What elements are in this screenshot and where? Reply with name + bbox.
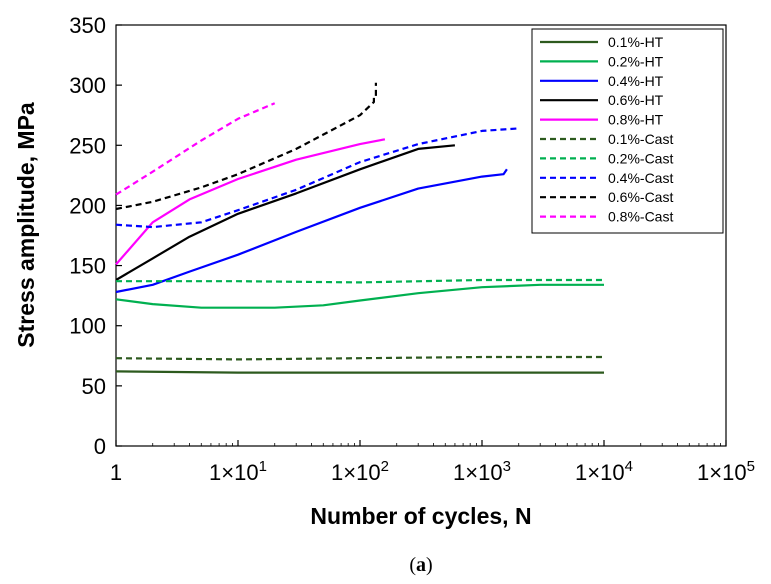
legend-label: 0.8%-Cast xyxy=(608,209,673,225)
caption-close: ) xyxy=(426,554,433,576)
y-tick-label: 200 xyxy=(69,193,106,218)
x-tick-exponent: 5 xyxy=(747,458,755,475)
x-tick-exponent: 3 xyxy=(503,458,511,475)
legend-label: 0.1%-HT xyxy=(608,34,664,50)
legend-box xyxy=(531,28,724,234)
series-line-0-6-cast xyxy=(115,82,377,211)
legend-label: 0.4%-HT xyxy=(608,73,664,89)
caption-open: ( xyxy=(409,554,416,576)
x-tick-exponent: 1 xyxy=(259,458,267,475)
series-line-0-1-ht xyxy=(115,370,604,374)
x-tick-label: 1×101 xyxy=(209,458,267,485)
series-line-0-4-ht xyxy=(115,168,508,294)
y-tick-label: 350 xyxy=(69,13,106,38)
x-tick-label: 1×103 xyxy=(453,458,511,485)
y-axis-ticks: 0 50 100 150 200 250 300 350 xyxy=(69,13,122,459)
caption-letter: a xyxy=(416,554,426,576)
y-tick-label: 0 xyxy=(94,434,106,459)
series-line-0-4-cast xyxy=(115,127,519,229)
plot-frame xyxy=(115,24,727,447)
plot-area xyxy=(115,24,727,447)
series-line-0-8-cast xyxy=(115,102,276,196)
legend-label: 0.2%-HT xyxy=(608,53,664,69)
y-axis-title: Stress amplitude, MPa xyxy=(13,102,39,348)
x-tick-label: 1 xyxy=(110,460,122,485)
legend: 0.1%-HT 0.2%-HT 0.4%-HT 0.6%-HT 0.8%-HT 0.1%-… xyxy=(531,28,724,234)
y-tick-label: 150 xyxy=(69,254,106,279)
series-line-0-8-ht xyxy=(115,138,386,266)
legend-label: 0.6%-HT xyxy=(608,92,664,108)
legend-label: 0.1%-Cast xyxy=(608,131,673,147)
series-layer xyxy=(115,82,604,374)
x-tick-label: 1×102 xyxy=(331,458,389,485)
y-tick-label: 50 xyxy=(82,374,106,399)
y-tick-label: 100 xyxy=(69,314,106,339)
x-tick-exponent: 4 xyxy=(625,458,633,475)
series-line-0-2-ht xyxy=(115,283,604,309)
figure-caption: (a) xyxy=(409,554,432,576)
legend-label: 0.4%-Cast xyxy=(608,170,673,186)
series-line-0-2-cast xyxy=(116,278,604,284)
legend-label: 0.2%-Cast xyxy=(608,150,673,166)
series-line-0-1-cast xyxy=(115,355,604,361)
x-tick-label: 1×104 xyxy=(575,458,633,485)
x-tick-label: 1×105 xyxy=(697,458,755,485)
x-axis-title: Number of cycles, N xyxy=(310,503,531,529)
x-tick-exponent: 2 xyxy=(381,458,389,475)
legend-label: 0.6%-Cast xyxy=(608,189,673,205)
x-axis-ticks: 1 1×101 1×102 1×103 1×104 1×105 xyxy=(110,440,755,485)
y-tick-label: 250 xyxy=(69,133,106,158)
legend-label: 0.8%-HT xyxy=(608,112,664,128)
series-line-0-6-ht xyxy=(115,144,456,281)
y-tick-label: 300 xyxy=(69,73,106,98)
